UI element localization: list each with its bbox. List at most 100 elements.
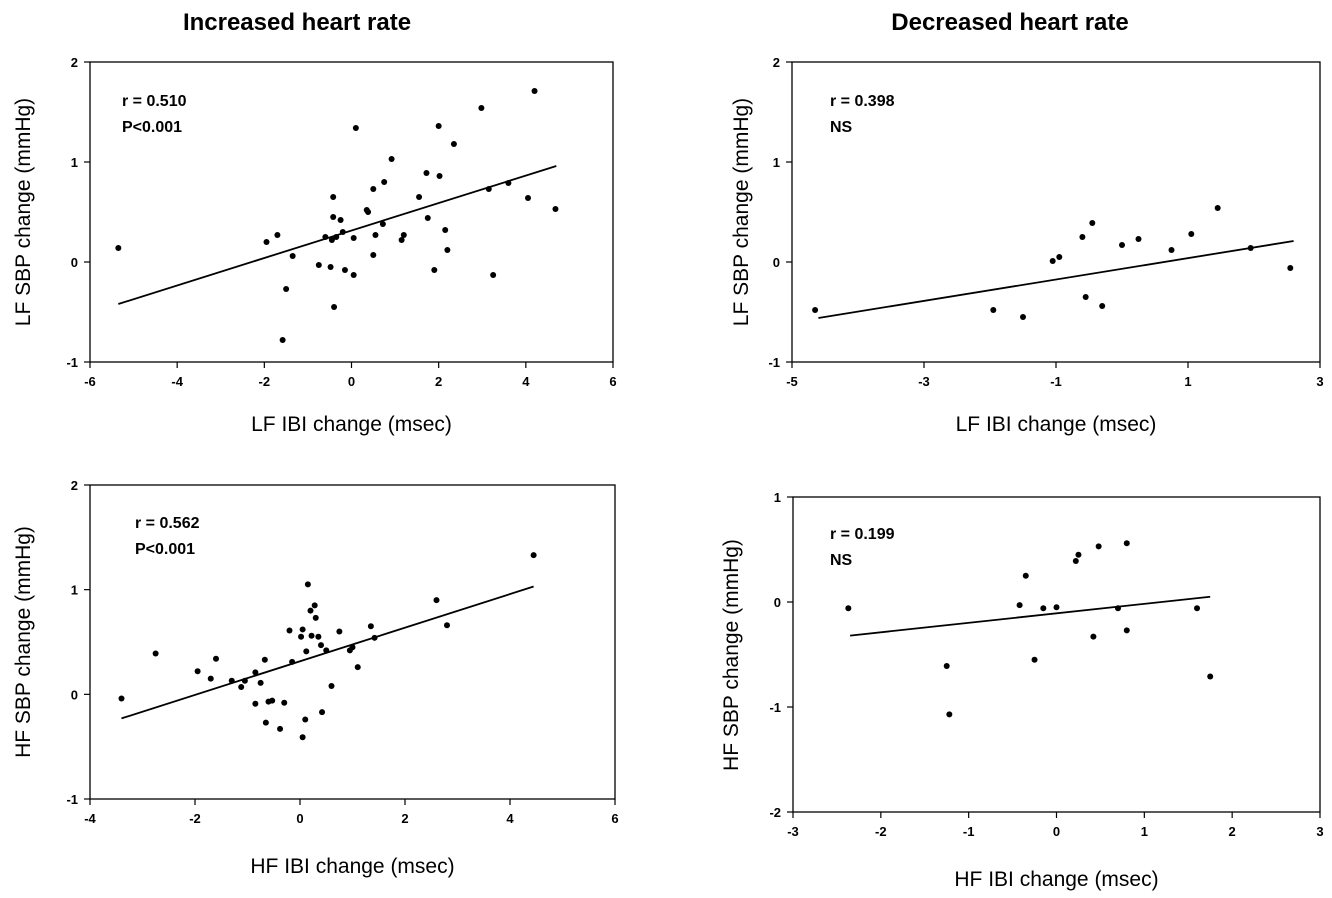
data-point	[388, 156, 395, 162]
significance-annotation: NS	[830, 552, 853, 569]
x-tick-label: 4	[506, 811, 514, 826]
data-point	[436, 173, 443, 179]
data-point	[398, 237, 405, 243]
data-point	[289, 253, 296, 259]
data-point	[433, 597, 440, 604]
data-point	[1095, 543, 1102, 550]
data-point	[478, 105, 485, 111]
data-point	[442, 227, 449, 233]
y-axis-label: LF SBP change (mmHg)	[12, 98, 35, 326]
data-point	[333, 234, 340, 240]
data-point	[1079, 234, 1086, 240]
data-point	[328, 237, 335, 243]
plot-frame	[792, 496, 1321, 813]
data-point	[845, 605, 852, 612]
y-tick-label: -1	[66, 792, 78, 807]
data-point	[530, 552, 537, 559]
data-point	[943, 663, 950, 670]
x-tick-label: -2	[259, 374, 271, 389]
data-point	[207, 675, 214, 682]
data-point	[322, 234, 329, 240]
data-point	[1022, 572, 1029, 579]
data-point	[312, 614, 319, 621]
data-point	[423, 170, 430, 176]
correlation-annotation: r = 0.398	[830, 93, 895, 110]
data-point	[372, 232, 379, 238]
x-tick-label: 1	[1141, 824, 1148, 839]
data-point	[118, 695, 125, 702]
data-point	[379, 221, 386, 227]
data-point	[352, 125, 359, 131]
data-point	[367, 623, 374, 630]
y-tick-label: 1	[71, 155, 78, 170]
data-point	[303, 648, 310, 655]
data-point	[450, 141, 457, 147]
x-tick-label: -6	[84, 374, 96, 389]
x-tick-label: -1	[1050, 374, 1062, 389]
scatter-panel-lf-decreased: -5 -3 -1 1 3 -1 0 1 2 LF IBI change (msec) LF SBP …	[730, 55, 1324, 436]
data-point	[812, 307, 819, 313]
correlation-annotation: r = 0.510	[122, 93, 187, 110]
regression-line	[818, 240, 1294, 319]
data-point	[269, 697, 276, 704]
data-point	[1168, 247, 1175, 253]
data-point	[1287, 265, 1294, 271]
scatter-panel-hf-decreased: -3 -2 -1 0 1 2 3 -2 -1 0 1 HF IBI change (msec) HF S…	[720, 490, 1324, 891]
data-point	[525, 195, 532, 201]
data-point	[339, 229, 346, 235]
data-point	[1020, 314, 1026, 320]
data-point	[289, 658, 296, 665]
data-point	[315, 262, 322, 268]
x-axis-label: HF IBI change (msec)	[954, 868, 1158, 891]
data-point	[1056, 254, 1063, 260]
plot-frame	[89, 484, 616, 800]
regression-line	[849, 595, 1211, 637]
correlation-annotation: r = 0.199	[830, 526, 895, 543]
data-point	[252, 700, 259, 707]
data-point	[261, 656, 268, 663]
y-tick-label: 1	[774, 490, 781, 505]
data-point	[1031, 656, 1038, 663]
data-point	[330, 214, 337, 220]
data-point	[444, 247, 451, 253]
y-axis-label: HF SBP change (mmHg)	[12, 526, 35, 758]
scatter-panel-lf-increased: -6 -4 -2 0 2 4 6 -1 0 1 2 LF IBI change (msec) LF SB…	[12, 55, 617, 436]
column-title-increased: Increased heart rate	[183, 9, 411, 36]
data-point	[252, 669, 259, 676]
data-point	[152, 650, 159, 657]
column-title-decreased: Decreased heart rate	[891, 9, 1128, 36]
y-tick-label: 0	[773, 255, 780, 270]
data-point	[505, 180, 512, 186]
x-tick-label: 2	[401, 811, 408, 826]
data-point	[194, 668, 201, 675]
x-tick-label: -4	[84, 811, 96, 826]
data-point	[350, 272, 357, 278]
data-point	[1053, 604, 1060, 611]
data-point	[283, 286, 290, 292]
data-point	[1114, 605, 1121, 612]
y-tick-label: 2	[71, 55, 78, 70]
data-point	[371, 634, 378, 641]
data-point	[298, 633, 305, 640]
data-point	[365, 209, 372, 215]
data-point	[531, 88, 538, 94]
y-tick-label: 1	[71, 583, 78, 598]
x-tick-label: 0	[1053, 824, 1060, 839]
data-point	[1075, 551, 1082, 558]
data-point	[1049, 258, 1056, 264]
data-point	[307, 607, 314, 614]
x-tick-label: 0	[296, 811, 303, 826]
data-point	[485, 186, 492, 192]
x-tick-label: 4	[522, 374, 530, 389]
data-point	[331, 304, 338, 310]
data-point	[262, 719, 269, 726]
data-point	[349, 644, 356, 651]
data-point	[946, 711, 953, 718]
x-tick-label: 0	[348, 374, 355, 389]
data-point	[1119, 242, 1125, 248]
data-point	[1072, 558, 1079, 565]
data-point	[308, 632, 315, 639]
data-point	[1016, 602, 1023, 609]
y-tick-label: 2	[773, 55, 780, 70]
